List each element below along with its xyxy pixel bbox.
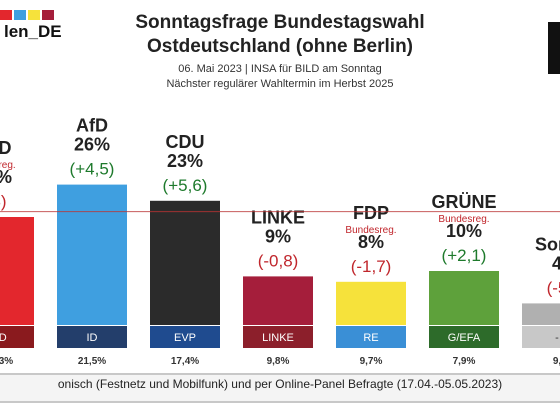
bar-5 — [336, 281, 406, 325]
last-election-label-3: 17,4% — [171, 356, 199, 367]
value-label-2: 26% — [74, 135, 110, 155]
party-label-7: Sons — [535, 234, 560, 254]
last-election-label-4: 9,8% — [267, 356, 290, 367]
party-label-1: PD — [0, 138, 12, 158]
change-label-6: (+2,1) — [442, 246, 487, 265]
value-label-5: 8% — [358, 232, 384, 252]
value-label-4: 9% — [265, 226, 291, 246]
eu-group-box-2 — [57, 326, 127, 348]
bar-1 — [0, 217, 34, 325]
footer-bar — [0, 373, 560, 403]
value-label-1: 0% — [0, 167, 12, 187]
publisher-logo — [548, 22, 560, 74]
footer-method: onisch (Festnetz und Mobilfunk) und per … — [57, 377, 503, 391]
eu-group-box-4 — [243, 326, 313, 348]
last-election-label-2: 21,5% — [78, 356, 106, 367]
bar-2 — [57, 184, 127, 325]
eu-group-label-4: LINKE — [262, 332, 294, 344]
bar-4 — [243, 276, 313, 325]
party-label-2: AfD — [76, 116, 108, 136]
eu-group-label-1: AD — [0, 332, 7, 344]
subtitle-next-election: Nächster regulärer Wahltermin im Herbst … — [166, 78, 394, 90]
eu-group-label-6: G/EFA — [448, 332, 481, 344]
govt-note-1: desreg. — [0, 160, 16, 171]
party-label-6: GRÜNE — [431, 192, 496, 212]
title-line-1: Sonntagsfrage Bundestagswahl — [135, 12, 425, 33]
flag-blue — [14, 10, 26, 20]
govt-note-6: Bundesreg. — [438, 214, 489, 225]
change-label-2: (+4,5) — [70, 160, 115, 179]
last-election-label-6: 7,9% — [453, 356, 476, 367]
brand-name: len_DE — [4, 22, 62, 41]
last-election-label-7: 9, — [553, 356, 560, 367]
value-label-7: 4 — [552, 253, 560, 273]
eu-group-label-3: EVP — [174, 332, 196, 344]
eu-group-box-1 — [0, 326, 34, 348]
bar-3 — [150, 200, 220, 325]
bar-6 — [429, 271, 499, 325]
flag-red — [0, 10, 12, 20]
value-label-6: 10% — [446, 221, 482, 241]
party-label-4: LINKE — [251, 207, 305, 227]
eu-group-box-5 — [336, 326, 406, 348]
change-label-7: (-5 — [547, 278, 560, 297]
value-label-3: 23% — [167, 151, 203, 171]
change-label-4: (-0,8) — [258, 251, 299, 270]
eu-group-label-2: ID — [87, 332, 98, 344]
last-election-label-1: 24,3% — [0, 356, 13, 367]
eu-group-label-5: RE — [363, 332, 378, 344]
title-line-2: Ostdeutschland (ohne Berlin) — [146, 36, 414, 57]
bar-7 — [522, 303, 560, 325]
subtitle-date-source: 06. Mai 2023 | INSA für BILD am Sonntag — [178, 63, 382, 75]
eu-group-box-3 — [150, 326, 220, 348]
change-label-5: (-1,7) — [351, 257, 392, 276]
change-label-1: 3) — [0, 192, 7, 211]
party-label-3: CDU — [166, 132, 205, 152]
eu-group-box-7 — [522, 326, 560, 348]
eu-group-label-7: - — [555, 332, 559, 344]
eu-group-box-6 — [429, 326, 499, 348]
govt-note-5: Bundesreg. — [345, 225, 396, 236]
last-election-label-5: 9,7% — [360, 356, 383, 367]
flag-yellow — [28, 10, 40, 20]
party-label-5: FDP — [353, 203, 389, 223]
change-label-3: (+5,6) — [163, 176, 208, 195]
flag-crimson — [42, 10, 54, 20]
